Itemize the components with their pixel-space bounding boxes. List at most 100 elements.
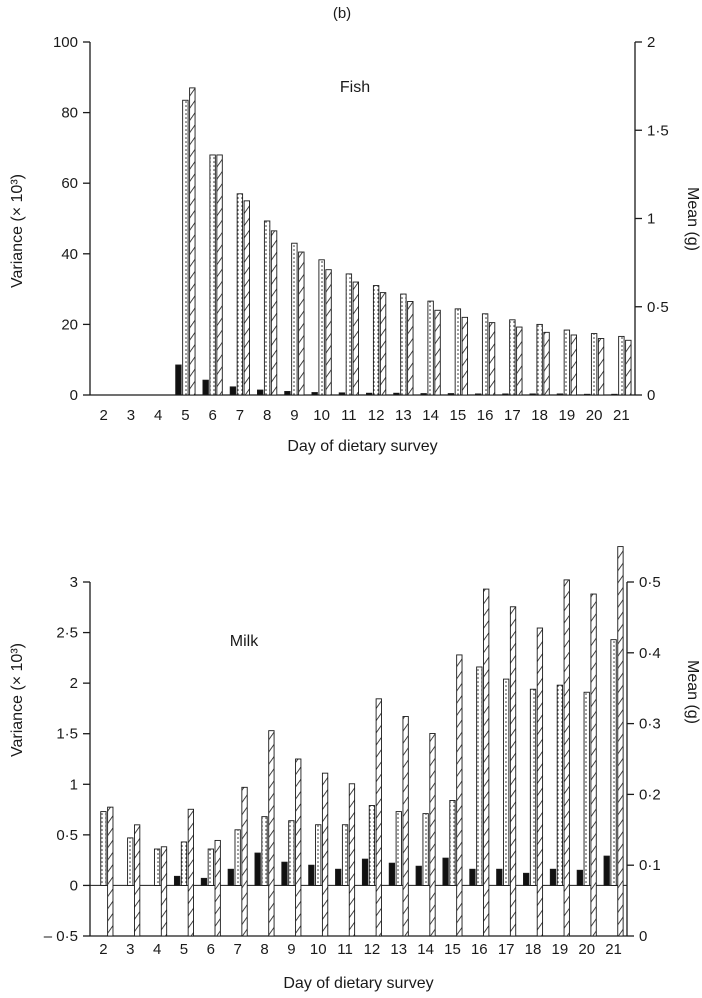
y2-tick-label: 0·2 xyxy=(639,786,661,803)
y2-axis-label: Mean (g) xyxy=(684,187,701,251)
bar-hatched xyxy=(295,758,302,937)
y2-tick-label: 1·5 xyxy=(647,122,669,139)
bar-hatched xyxy=(617,546,624,937)
bar-hatched xyxy=(597,338,605,396)
bar-solid xyxy=(338,392,346,396)
x-tick-label: 13 xyxy=(395,407,412,424)
bar-hatched xyxy=(241,786,248,937)
bar-solid xyxy=(311,392,318,396)
panel-letter: (b) xyxy=(333,5,351,22)
bar-hatched xyxy=(321,772,329,937)
bar-hatched xyxy=(134,824,141,937)
y2-tick-label: 0·5 xyxy=(647,299,669,316)
bar-dotted xyxy=(209,154,216,396)
y-tick-label: 1 xyxy=(70,776,78,793)
bar-dotted xyxy=(618,335,625,396)
x-tick-label: 21 xyxy=(613,407,630,424)
x-tick-label: 14 xyxy=(422,407,439,424)
y-tick-label: 1·5 xyxy=(56,726,78,743)
bar-hatched xyxy=(379,292,387,396)
x-tick-label: 19 xyxy=(552,941,569,958)
x-tick-label: 13 xyxy=(390,941,407,958)
bar-solid xyxy=(584,393,591,396)
bar-hatched xyxy=(429,733,436,937)
y-tick-label: 40 xyxy=(61,246,78,263)
bar-hatched xyxy=(402,716,409,937)
bar-hatched xyxy=(407,301,414,396)
y-tick-label: 2 xyxy=(70,675,78,692)
x-tick-label: 16 xyxy=(477,407,494,424)
bar-dotted xyxy=(263,220,271,396)
bar-hatched xyxy=(543,331,550,396)
bar-solid xyxy=(308,864,315,886)
bar-solid xyxy=(415,865,422,886)
bar-solid xyxy=(549,868,557,886)
x-tick-label: 4 xyxy=(153,941,161,958)
y-tick-label: 0 xyxy=(70,387,78,404)
bar-hatched xyxy=(107,806,114,937)
y-tick-label: 0 xyxy=(70,877,78,894)
chart-milk: – 0·5 0 0·5 1 1·5 2 2·5 3 0 0·1 0·2 0·3 0·4 0·5 2 3 4 5 6 7… xyxy=(9,546,701,992)
bar-hatched xyxy=(160,846,168,937)
x-tick-label: 20 xyxy=(578,941,595,958)
chart-title: Fish xyxy=(340,79,370,96)
x-tick-label: 11 xyxy=(341,407,357,424)
bar-solid xyxy=(202,379,209,396)
bar-dotted xyxy=(427,300,434,396)
bar-solid xyxy=(361,858,369,886)
x-tick-label: 2 xyxy=(99,407,107,424)
bar-solid xyxy=(529,393,536,396)
y-tick-label: 0·5 xyxy=(56,827,78,844)
bar-solid xyxy=(173,875,181,886)
bar-dotted xyxy=(291,242,298,396)
bar-dotted xyxy=(395,811,402,886)
bar-dotted xyxy=(318,259,325,396)
x-tick-label: 15 xyxy=(450,407,467,424)
y-axis-label: Variance (× 10³) xyxy=(9,174,26,288)
x-tick-label: 3 xyxy=(126,941,134,958)
bar-hatched xyxy=(352,281,360,396)
bar-solid xyxy=(496,868,503,886)
bar-dotted xyxy=(610,639,617,886)
bar-dotted xyxy=(563,329,571,396)
bar-dotted xyxy=(153,848,161,886)
bar-solid xyxy=(523,872,530,886)
x-tick-label: 16 xyxy=(471,941,488,958)
bar-dotted xyxy=(261,816,268,886)
bar-solid xyxy=(603,855,610,886)
bar-hatched xyxy=(298,251,305,396)
bar-solid xyxy=(335,868,342,886)
bar-solid xyxy=(393,392,400,396)
bar-hatched xyxy=(516,326,523,396)
x-tick-label: 7 xyxy=(234,941,242,958)
y2-tick-label: 0·1 xyxy=(639,857,661,874)
x-tick-label: 12 xyxy=(368,407,385,424)
x-tick-label: 14 xyxy=(417,941,434,958)
bar-solid xyxy=(576,869,583,886)
bar-dotted xyxy=(449,800,456,886)
bar-hatched xyxy=(375,698,382,937)
x-tick-label: 10 xyxy=(310,941,327,958)
bar-solid xyxy=(284,391,291,396)
bar-solid xyxy=(254,852,261,886)
bar-hatched xyxy=(268,730,275,937)
bar-solid xyxy=(469,868,476,886)
bar-hatched xyxy=(509,606,517,937)
bar-hatched xyxy=(270,230,278,396)
bar-hatched xyxy=(625,339,632,396)
y-tick-label: 60 xyxy=(61,175,78,192)
bar-dotted xyxy=(236,193,244,396)
bar-solid xyxy=(556,393,564,396)
bar-solid xyxy=(475,393,482,396)
bar-dotted xyxy=(503,678,510,886)
chart-title: Milk xyxy=(230,633,259,650)
bar-hatched xyxy=(590,593,597,937)
bar-hatched xyxy=(483,588,490,937)
bar-dotted xyxy=(536,323,543,396)
bar-dotted xyxy=(368,805,376,886)
y2-tick-label: 0 xyxy=(647,387,655,404)
y2-tick-label: 0·4 xyxy=(639,645,661,662)
bar-dotted xyxy=(454,308,462,396)
bar-dotted xyxy=(422,813,429,886)
